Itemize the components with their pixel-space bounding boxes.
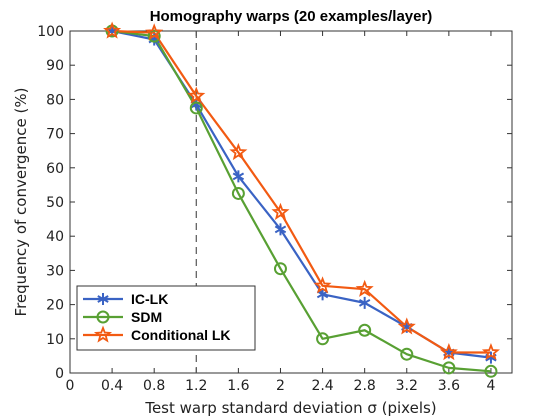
data-point-sdm	[400, 347, 414, 361]
data-point-ic-lk	[232, 170, 245, 183]
legend-marker	[96, 310, 110, 324]
legend-label: Conditional LK	[131, 327, 231, 343]
data-point-conditional-lk	[103, 21, 122, 39]
y-axis-label: Frequency of convergence (%)	[12, 88, 30, 317]
chart-title: Homography warps (20 examples/layer)	[150, 8, 433, 25]
legend-marker	[97, 293, 109, 305]
legend-marker	[93, 325, 113, 343]
data-point-ic-lk	[274, 223, 287, 236]
data-point-conditional-lk	[271, 202, 290, 220]
x-tick-label: 1.2	[185, 378, 207, 394]
x-axis-label: Test warp standard deviation σ (pixels)	[144, 399, 436, 417]
y-tick-label: 20	[46, 298, 64, 314]
data-point-sdm	[273, 262, 287, 276]
plot-area: 0 0.4 0.8 1.2 1.6 2 2.4 2.8 3.2 3.6 40102030405060…	[37, 21, 513, 394]
legend: IC-LK SDM Conditional LK	[76, 285, 256, 351]
data-point-sdm	[316, 332, 330, 346]
data-point-conditional-lk	[439, 342, 458, 361]
data-point-ic-lk	[358, 296, 371, 309]
x-tick-label: 2	[276, 378, 285, 394]
legend-label: SDM	[131, 309, 162, 325]
data-point-conditional-lk	[187, 86, 206, 104]
x-tick-label: 1.6	[227, 378, 249, 394]
x-tick-label: 2.8	[354, 378, 376, 394]
data-point-conditional-lk	[313, 276, 332, 294]
x-tick-label: 3.2	[396, 378, 418, 394]
y-tick-label: 0	[55, 366, 64, 382]
x-tick-label: 2.4	[311, 378, 333, 394]
data-point-sdm	[358, 323, 372, 337]
data-point-conditional-lk	[481, 342, 500, 361]
data-point-conditional-lk	[397, 317, 416, 335]
data-point-sdm	[189, 101, 203, 115]
y-tick-label: 100	[37, 24, 64, 40]
x-tick-label: 3.6	[438, 378, 460, 394]
y-tick-label: 80	[46, 92, 64, 108]
data-point-sdm	[442, 361, 456, 375]
y-tick-label: 30	[46, 263, 64, 279]
x-tick-label: 0	[66, 378, 75, 394]
y-tick-label: 50	[46, 195, 64, 211]
data-point-ic-lk	[316, 288, 329, 301]
data-point-conditional-lk	[355, 279, 374, 297]
series-line-sdm	[111, 29, 492, 373]
series-line-conditional-lk	[112, 29, 491, 354]
x-tick-label: 4	[486, 378, 495, 394]
y-tick-label: 40	[46, 229, 64, 245]
data-point-sdm	[484, 364, 498, 378]
x-tick-label: 0.8	[143, 378, 165, 394]
y-tick-label: 70	[46, 127, 64, 143]
y-tick-label: 90	[46, 58, 64, 74]
data-point-conditional-lk	[145, 23, 164, 41]
data-point-sdm	[231, 186, 245, 200]
y-tick-label: 60	[46, 161, 64, 177]
data-point-sdm	[147, 29, 161, 43]
y-tick-label: 10	[46, 332, 64, 348]
data-point-conditional-lk	[229, 142, 248, 161]
legend-label: IC-LK	[131, 291, 168, 307]
x-tick-label: 0.4	[101, 378, 123, 394]
